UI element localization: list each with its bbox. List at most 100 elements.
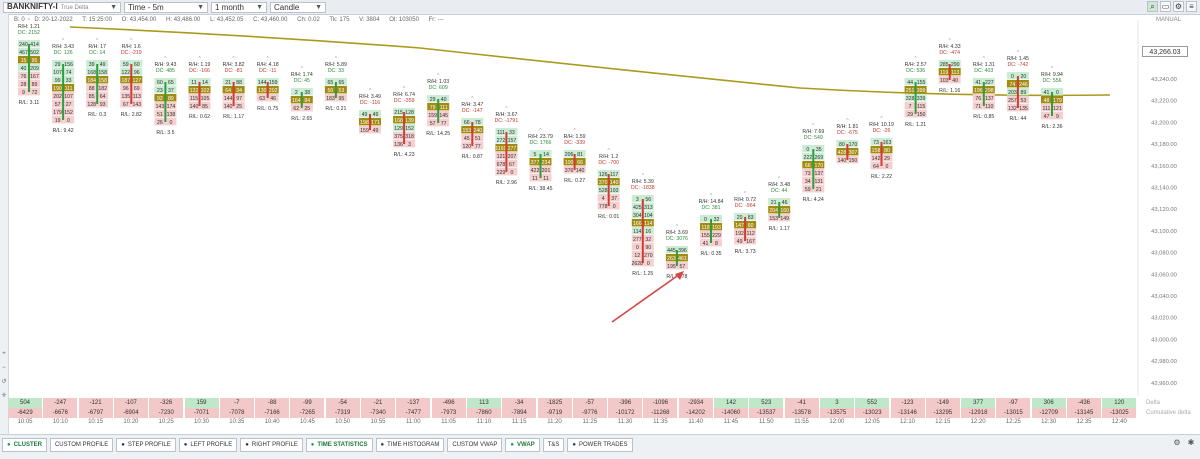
footprint-ask-value: 127: [132, 78, 141, 84]
footprint-ask-cell: [472, 134, 484, 142]
cluster-marker-icon: ^: [573, 128, 576, 134]
footprint-ask-value: 110: [985, 104, 993, 110]
menu-icon[interactable]: ≡: [1186, 1, 1197, 12]
status-dot-icon: ●: [245, 442, 249, 448]
footprint-ask-cell: [267, 78, 279, 86]
footprint-ask-cell: [915, 94, 927, 102]
candle-body: [641, 199, 644, 263]
tab-custom-vwap[interactable]: CUSTOM VWAP: [447, 438, 503, 452]
timeframe-dropdown[interactable]: Time - 5m ▼: [124, 1, 208, 13]
reset-icon[interactable]: ↺: [1, 379, 7, 385]
crosshair-icon[interactable]: ✛: [1, 393, 7, 399]
footprint-bid-value: 111: [1043, 106, 1051, 112]
footprint-ask-cell: [165, 102, 177, 110]
footprint-ask-value: 11: [543, 176, 548, 182]
footprint-bid-cell: [700, 231, 711, 239]
tab-label: RIGHT PROFILE: [251, 442, 298, 448]
tab-vwap[interactable]: ● VWAP: [505, 438, 540, 452]
cumulative-delta-cell: -11268: [643, 408, 678, 418]
footprint-bid-cell: [324, 86, 336, 94]
footprint-bid-value: 428: [838, 150, 847, 156]
footprint-ask-value: 40: [952, 78, 958, 84]
chart-toolbar: BANKNIFTY-I True Delta ▼ Time - 5m ▼ 1 mo…: [0, 0, 1200, 15]
footprint-bid-cell: [393, 132, 405, 140]
footprint-ask-value: 0: [613, 204, 616, 210]
range-value: 1 month: [215, 2, 244, 12]
chart-type-dropdown[interactable]: Candle ▼: [270, 1, 326, 13]
settings-icon[interactable]: ✱: [1187, 438, 1195, 447]
cluster-low-ratio: R/L: 0.62: [189, 114, 210, 120]
search-icon[interactable]: ⌕: [1147, 1, 1158, 12]
footprint-ask-cell: [131, 100, 143, 108]
footprint-bid-cell: [120, 68, 132, 76]
footprint-bid-cell: [86, 100, 98, 108]
footprint-ask-cell: [983, 94, 995, 102]
footprint-ask-value: 307: [849, 150, 858, 156]
footprint-ask-value: 112: [746, 231, 754, 237]
footprint-bid-value: 100: [565, 160, 574, 166]
footprint-ask-value: 170: [849, 142, 858, 148]
footprint-ask-cell: [676, 246, 688, 254]
footprint-bid-value: 3: [636, 197, 639, 203]
cluster-low-ratio: R/L: 0.3: [88, 112, 106, 118]
tab-time-statistics[interactable]: ● TIME STATISTICS: [305, 438, 373, 452]
cluster-low-ratio: R/L: 9.42: [53, 128, 74, 134]
footprint-bid-cell: [393, 116, 405, 124]
price-tick-label: 42,960.00: [1151, 381, 1177, 387]
footprint-ask-cell: [915, 102, 927, 110]
footprint-ask-value: 170: [814, 163, 823, 169]
footprint-bid-cell: [52, 92, 64, 100]
footprint-ask-cell: [29, 40, 40, 48]
footprint-bid-cell: [631, 227, 643, 235]
gear-icon[interactable]: ⚙: [1173, 438, 1181, 447]
time-tick-label: 10:30: [193, 419, 209, 425]
footprint-ask-cell: [779, 206, 791, 214]
settings-icon[interactable]: ⚙: [1173, 1, 1184, 12]
footprint-ask-value: 0: [169, 120, 172, 126]
range-dropdown[interactable]: 1 month ▼: [211, 1, 267, 13]
footprint-ask-cell: [1017, 96, 1029, 104]
footprint-bid-value: 63: [259, 96, 265, 102]
footprint-bid-value: 144: [224, 96, 233, 102]
footprint-bid-cell: [597, 194, 609, 202]
tab-power-trades[interactable]: ● POWER TRADES: [567, 438, 633, 452]
window-icon[interactable]: ▭: [1160, 1, 1171, 12]
cluster-low-ratio: R/L: 1.17: [769, 226, 790, 232]
symbol-selector[interactable]: BANKNIFTY-I True Delta ▼: [3, 1, 121, 13]
cluster-marker-icon: ^: [846, 118, 849, 124]
cluster-delta-change: DC: 33: [328, 68, 344, 74]
zoom-out-icon[interactable]: −: [2, 365, 6, 371]
tab-custom-profile[interactable]: CUSTOM PROFILE: [49, 438, 114, 452]
footprint-ask-cell: [165, 86, 177, 94]
tab-left-profile[interactable]: ● LEFT PROFILE: [178, 438, 238, 452]
tab-cluster[interactable]: ● CLUSTER: [2, 438, 47, 452]
footprint-ask-value: 174: [167, 104, 176, 110]
tab-step-profile[interactable]: ● STEP PROFILE: [116, 438, 176, 452]
zoom-in-icon[interactable]: +: [2, 351, 6, 357]
cluster-delta-change: DC: -964: [735, 203, 756, 209]
tab-t-s[interactable]: T&S: [542, 438, 565, 452]
footprint-bid-cell: [86, 68, 98, 76]
footprint-bid-cell: [359, 118, 370, 126]
footprint-chart[interactable]: 43,240.00 43,220.00 43,200.00 43,180.00 43,1…: [0, 0, 1200, 400]
tab-time-histogram[interactable]: ● TIME HISTOGRAM: [375, 438, 445, 452]
cluster-marker-icon: ^: [232, 56, 235, 62]
footprint-bid-cell: [427, 95, 439, 103]
footprint-ask-value: 102: [201, 88, 210, 94]
cluster-high-ratio: R/H: 4.33: [939, 44, 961, 50]
footprint-ask-value: 155: [917, 80, 926, 86]
footprint-bid-value: 107: [53, 70, 62, 76]
cumulative-delta-cell: -6676: [43, 408, 78, 418]
tab-right-profile[interactable]: ● RIGHT PROFILE: [240, 438, 303, 452]
footprint-bid-value: 144: [258, 80, 267, 86]
footprint-bid-cell: [1006, 88, 1018, 96]
cumulative-delta-cell: -7071: [184, 408, 219, 418]
footprint-ask-cell: [438, 111, 450, 119]
footprint-ask-cell: [881, 146, 893, 154]
candle-body: [914, 82, 917, 114]
cluster-marker-icon: ^: [130, 38, 133, 44]
symbol-name: BANKNIFTY-I: [7, 1, 58, 11]
footprint-ask-value: 104: [644, 213, 653, 219]
footprint-ask-value: 209: [30, 66, 39, 72]
footprint-ask-cell: [711, 215, 722, 223]
